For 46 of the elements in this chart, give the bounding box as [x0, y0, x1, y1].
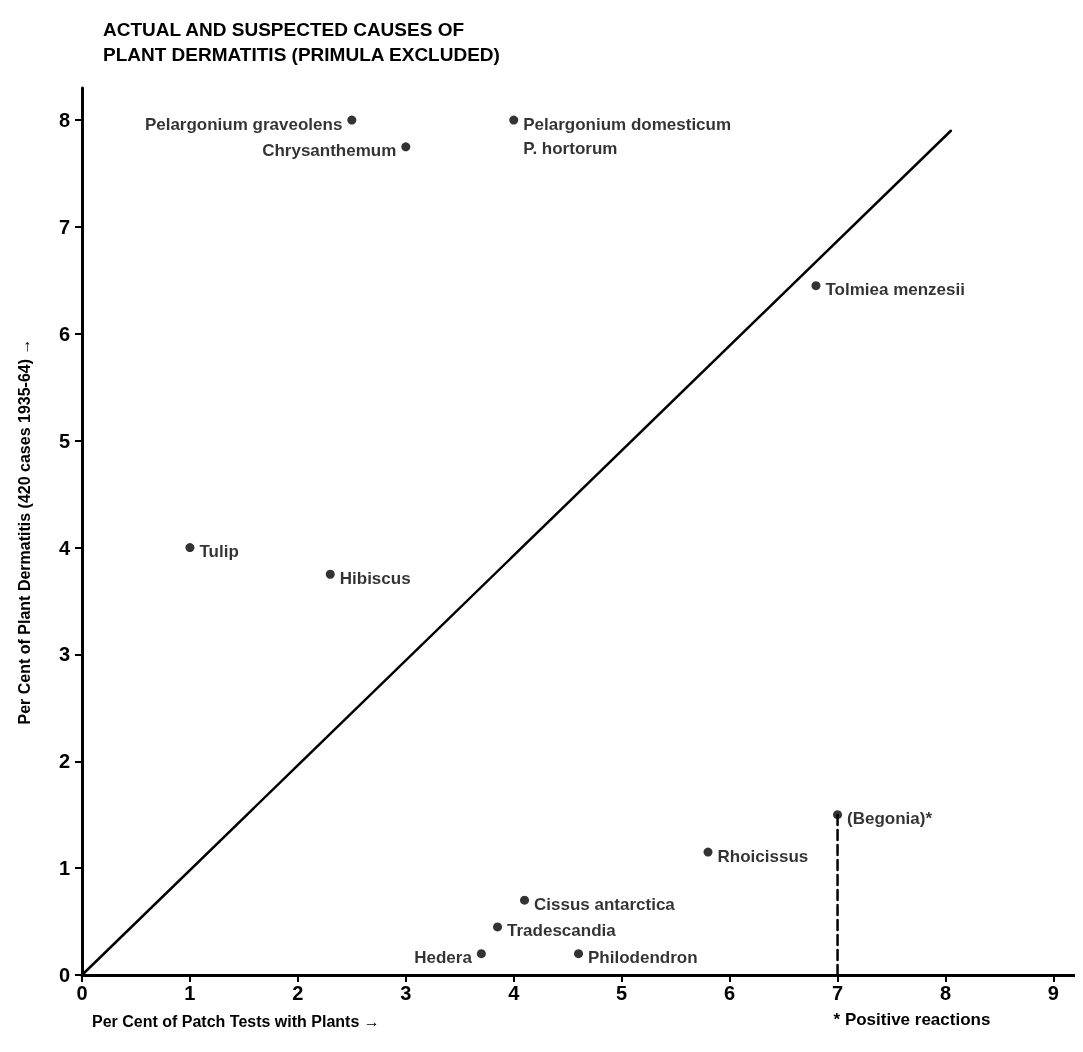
y-tick-label: 8: [58, 109, 70, 132]
x-tick-label: 8: [939, 982, 952, 1004]
point: [574, 949, 583, 959]
x-tick-label: 2: [292, 982, 304, 1004]
point: [509, 115, 519, 125]
series-label: (Begonia)*: [847, 809, 933, 829]
series-label: Tolmiea menzesii: [825, 280, 965, 300]
series-label: Pelargonium domesticum P. hortorum: [523, 114, 732, 158]
y-tick-label: 7: [58, 215, 70, 238]
x-tick-label: 1: [184, 982, 196, 1004]
y-tick-label: 0: [58, 964, 70, 986]
point: [493, 922, 503, 932]
point: [325, 569, 335, 579]
chart-title: ACTUAL AND SUSPECTED CAUSES OF PLANT DERMATITIS (PRIMULA EXCLUDED): [103, 19, 500, 65]
y-tick-label: 1: [58, 857, 70, 880]
x-axis-title: Per Cent of Patch Tests with Plants →: [92, 1012, 380, 1030]
x-tick-label: 3: [400, 982, 412, 1004]
y-tick-label: 5: [58, 429, 70, 452]
series-label: Chrysanthemum: [262, 141, 397, 161]
series-label: Tradescandia: [507, 921, 617, 941]
point: [476, 949, 486, 959]
x-tick-label: 4: [508, 982, 521, 1004]
x-tick-label: 7: [831, 982, 844, 1004]
x-tick-label: 9: [1047, 982, 1059, 1004]
point: [520, 895, 530, 905]
series-label: Hedera: [414, 948, 473, 968]
annotation: * Positive reactions: [833, 1010, 991, 1029]
series-label: Philodendron: [588, 948, 698, 968]
series-label: Hibiscus: [339, 568, 411, 588]
point: [811, 281, 821, 291]
y-axis-title: Per Cent of Plant Dermatitis (420 cases 1935-64) →: [15, 338, 33, 725]
y-tick-label: 4: [58, 536, 71, 559]
point: [703, 847, 713, 857]
x-tick-label: 0: [76, 982, 88, 1004]
x-tick-label: 5: [616, 982, 628, 1004]
x-tick-label: 6: [724, 982, 736, 1004]
y-tick-label: 2: [58, 750, 70, 773]
point: [347, 115, 357, 125]
series-label: Pelargonium graveolens: [144, 114, 343, 134]
y-tick-label: 3: [58, 643, 70, 666]
y-tick-label: 6: [58, 322, 70, 345]
point: [401, 142, 411, 152]
series-label: Cissus antarctica: [534, 894, 676, 914]
point: [185, 543, 195, 553]
series-label: Tulip: [199, 542, 239, 562]
series-label: Rhoicissus: [717, 846, 809, 866]
